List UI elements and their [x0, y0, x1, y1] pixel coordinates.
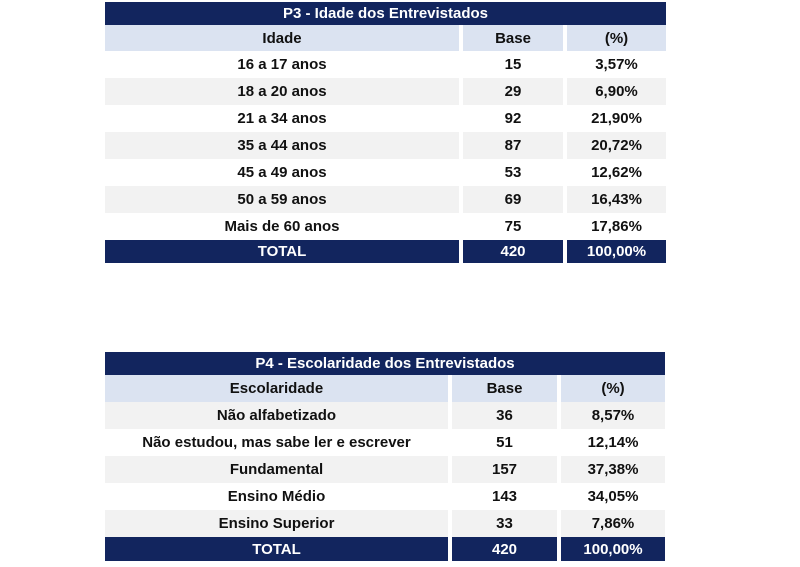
table-cell: 16 a 17 anos [105, 51, 463, 78]
table-cell: Ensino Superior [105, 510, 452, 537]
table-row: 45 a 49 anos 53 12,62% [105, 159, 666, 186]
table-cell: 143 [452, 483, 561, 510]
total-base: 420 [452, 537, 561, 561]
table-cell: 3,57% [567, 51, 666, 78]
table-cell: 12,62% [567, 159, 666, 186]
table-row: Ensino Superior 33 7,86% [105, 510, 665, 537]
table-cell: 36 [452, 402, 561, 429]
table-cell: 92 [463, 105, 567, 132]
table-cell: 12,14% [561, 429, 665, 456]
table-title: P3 - Idade dos Entrevistados [105, 2, 666, 25]
table-cell: Ensino Médio [105, 483, 452, 510]
table-row: 35 a 44 anos 87 20,72% [105, 132, 666, 159]
total-base: 420 [463, 240, 567, 263]
table-cell: 7,86% [561, 510, 665, 537]
total-label: TOTAL [105, 240, 463, 263]
total-label: TOTAL [105, 537, 452, 561]
table-row: Não alfabetizado 36 8,57% [105, 402, 665, 429]
table-cell: Mais de 60 anos [105, 213, 463, 240]
table-cell: 34,05% [561, 483, 665, 510]
table-cell: 157 [452, 456, 561, 483]
table-cell: 16,43% [567, 186, 666, 213]
table-cell: 53 [463, 159, 567, 186]
column-header: Escolaridade [105, 375, 452, 402]
total-row: TOTAL 420 100,00% [105, 537, 665, 561]
table-cell: 35 a 44 anos [105, 132, 463, 159]
table-cell: 45 a 49 anos [105, 159, 463, 186]
column-header: Idade [105, 25, 463, 51]
table-row: Fundamental 157 37,38% [105, 456, 665, 483]
table-row: 18 a 20 anos 29 6,90% [105, 78, 666, 105]
table-cell: Não alfabetizado [105, 402, 452, 429]
table-cell: 33 [452, 510, 561, 537]
table-cell: 51 [452, 429, 561, 456]
table-cell: 20,72% [567, 132, 666, 159]
table-cell: Fundamental [105, 456, 452, 483]
column-header: (%) [561, 375, 665, 402]
column-header: Base [452, 375, 561, 402]
table-row: 16 a 17 anos 15 3,57% [105, 51, 666, 78]
table-cell: 21 a 34 anos [105, 105, 463, 132]
table-cell: 69 [463, 186, 567, 213]
table-row: Ensino Médio 143 34,05% [105, 483, 665, 510]
table-cell: 17,86% [567, 213, 666, 240]
total-row: TOTAL 420 100,00% [105, 240, 666, 263]
column-header: (%) [567, 25, 666, 51]
table-cell: 75 [463, 213, 567, 240]
table-cell: 8,57% [561, 402, 665, 429]
table-cell: 18 a 20 anos [105, 78, 463, 105]
column-header: Base [463, 25, 567, 51]
age-table: P3 - Idade dos Entrevistados Idade Base … [105, 2, 666, 263]
table-cell: 15 [463, 51, 567, 78]
table-cell: 6,90% [567, 78, 666, 105]
total-percent: 100,00% [567, 240, 666, 263]
table-row: 21 a 34 anos 92 21,90% [105, 105, 666, 132]
table-cell: 87 [463, 132, 567, 159]
table-cell: 29 [463, 78, 567, 105]
table-row: 50 a 59 anos 69 16,43% [105, 186, 666, 213]
table-cell: 37,38% [561, 456, 665, 483]
table-cell: 50 a 59 anos [105, 186, 463, 213]
table-cell: Não estudou, mas sabe ler e escrever [105, 429, 452, 456]
table-title: P4 - Escolaridade dos Entrevistados [105, 352, 665, 375]
table-cell: 21,90% [567, 105, 666, 132]
table-row: Mais de 60 anos 75 17,86% [105, 213, 666, 240]
table-row: Não estudou, mas sabe ler e escrever 51 … [105, 429, 665, 456]
education-table: P4 - Escolaridade dos Entrevistados Esco… [105, 352, 665, 561]
total-percent: 100,00% [561, 537, 665, 561]
